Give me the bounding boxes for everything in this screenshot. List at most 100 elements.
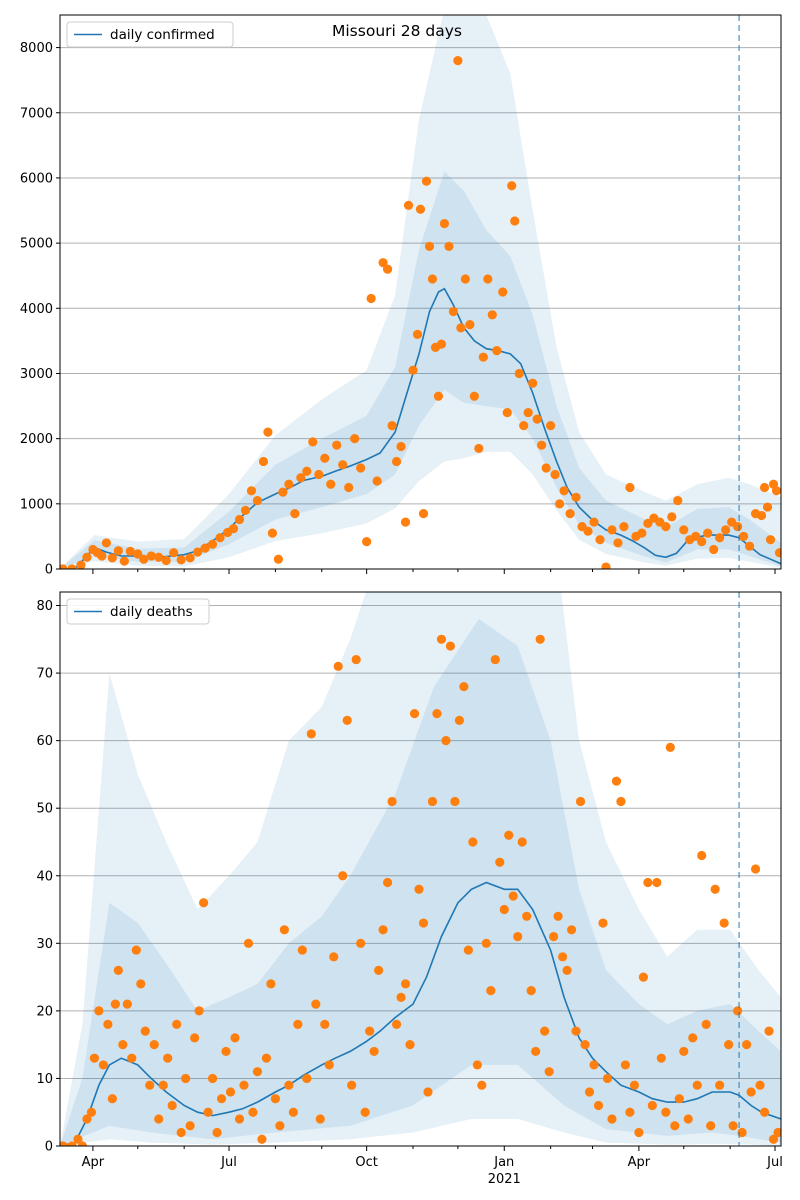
legend: daily deaths [66,598,210,625]
observed-point [701,1019,711,1029]
observed-point [647,1100,657,1111]
observed-point [762,502,773,512]
observed-point [86,1107,97,1117]
observed-point [540,1026,550,1036]
observed-point [60,1141,68,1146]
observed-point [460,274,470,284]
observed-point [302,1073,312,1084]
observed-point [169,548,179,558]
observed-point [185,553,195,563]
observed-point [697,850,707,861]
observed-point [571,1026,581,1036]
observed-point [391,1019,402,1029]
observed-point [510,216,520,226]
x-tick-label: Oct [355,1155,377,1170]
observed-point [225,1087,236,1097]
observed-point [332,440,342,450]
observed-point [131,945,141,955]
observed-point [315,1114,325,1124]
y-tick-label: 4000 [20,302,53,317]
y-tick-label: 60 [36,734,53,749]
observed-point [517,837,527,847]
observed-point [607,1114,617,1124]
observed-point [454,715,464,725]
observed-point [558,952,568,962]
uncertainty-band-1 [60,592,781,1146]
observed-point [719,918,729,928]
observed-point [342,715,352,725]
observed-point [270,1094,281,1104]
observed-point [133,549,143,559]
observed-point [549,931,559,942]
observed-point [98,1060,108,1070]
observed-point [492,346,502,356]
plot-area [60,15,781,569]
observed-point [483,274,493,284]
observed-point [362,537,372,547]
observed-point [544,1067,554,1077]
observed-point [396,992,406,1002]
x-tick-label: Apr [82,1155,105,1170]
observed-point [571,492,581,502]
observed-point [679,1046,689,1057]
observed-point [145,1080,155,1090]
observed-point [472,1060,482,1070]
observed-point [728,1121,738,1131]
uncertainty-band-2 [60,619,781,1146]
observed-point [288,1107,298,1117]
observed-point [320,1019,330,1029]
observed-point [692,1080,702,1090]
observed-point [670,1121,680,1131]
observed-point [611,776,622,786]
observed-point [308,437,318,447]
observed-point [710,884,720,894]
axes-frame [59,591,782,1147]
legend-box [66,21,234,48]
observed-point [715,1080,725,1090]
observed-point [688,1033,698,1043]
observed-point [773,1127,781,1138]
observed-point [674,1094,684,1104]
observed-point [495,857,505,867]
observed-point [387,421,397,431]
observed-point [67,564,77,569]
observed-point [598,918,608,928]
observed-point [338,460,348,470]
plot-area [60,592,781,1146]
confirmed-panel: 0 1000 2000 3000 4000 5000 6000 7000 8000 daily c… [20,14,782,578]
observed-point [724,1040,734,1050]
observed-point [412,329,423,339]
observed-point [667,512,677,522]
observed-point [167,1100,177,1111]
observed-point [409,709,420,719]
observed-point [697,537,707,547]
observed-point [589,1060,599,1070]
observed-point [408,365,418,375]
observed-point [107,553,117,563]
observed-point [584,1087,595,1097]
observed-point [691,531,701,542]
observed-point [546,421,556,431]
observed-point [239,1080,249,1090]
observed-point [535,634,545,644]
observed-point [240,505,251,515]
observed-point [119,556,129,566]
observed-point [499,904,509,915]
observed-point [427,274,438,284]
observed-point [418,918,429,928]
observed-point [387,796,397,807]
observed-point [356,463,366,473]
observed-point [203,1107,213,1117]
x-tick-sublabel: 2021 [488,1172,521,1187]
observed-point [163,1053,173,1063]
y-tick-label: 5000 [20,237,53,252]
observed-point [528,378,538,388]
observed-point [477,1080,487,1090]
observed-point [403,200,414,210]
observed-point [234,514,245,525]
observed-point [504,830,514,840]
observed-point [526,986,536,996]
y-tick-label: 2000 [20,432,53,447]
observed-point [439,218,450,229]
y-tick-label: 20 [36,1004,53,1019]
